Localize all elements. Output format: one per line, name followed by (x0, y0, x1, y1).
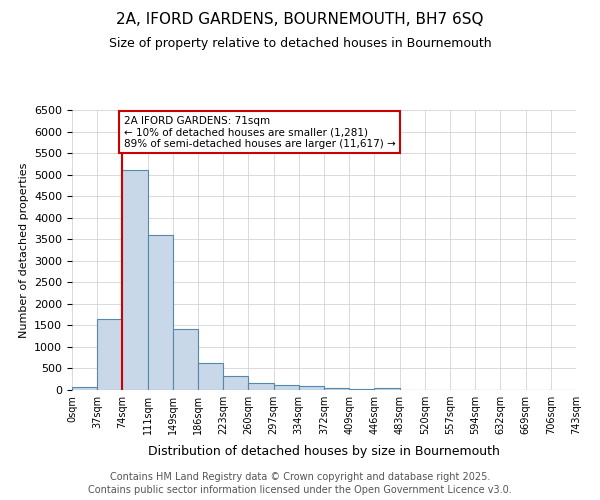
X-axis label: Distribution of detached houses by size in Bournemouth: Distribution of detached houses by size … (148, 446, 500, 458)
Bar (299, 386, 324, 390)
Bar (374, 388, 400, 390)
Text: Contains public sector information licensed under the Open Government Licence v3: Contains public sector information licen… (88, 485, 512, 495)
Text: 2A IFORD GARDENS: 71sqm
← 10% of detached houses are smaller (1,281)
89% of semi: 2A IFORD GARDENS: 71sqm ← 10% of detache… (124, 116, 395, 149)
Bar (248, 383, 274, 390)
Bar (324, 388, 349, 390)
Text: Size of property relative to detached houses in Bournemouth: Size of property relative to detached ho… (109, 38, 491, 51)
Text: 2A, IFORD GARDENS, BOURNEMOUTH, BH7 6SQ: 2A, IFORD GARDENS, BOURNEMOUTH, BH7 6SQ (116, 12, 484, 28)
Bar (223, 376, 248, 390)
Text: Contains HM Land Registry data © Crown copyright and database right 2025.: Contains HM Land Registry data © Crown c… (110, 472, 490, 482)
Bar (148, 235, 173, 390)
Bar (198, 364, 223, 390)
Bar (173, 329, 198, 390)
Y-axis label: Number of detached properties: Number of detached properties (19, 162, 29, 338)
Bar (274, 385, 299, 390)
Bar (72, 387, 97, 390)
Bar (97, 319, 122, 390)
Bar (122, 170, 148, 390)
